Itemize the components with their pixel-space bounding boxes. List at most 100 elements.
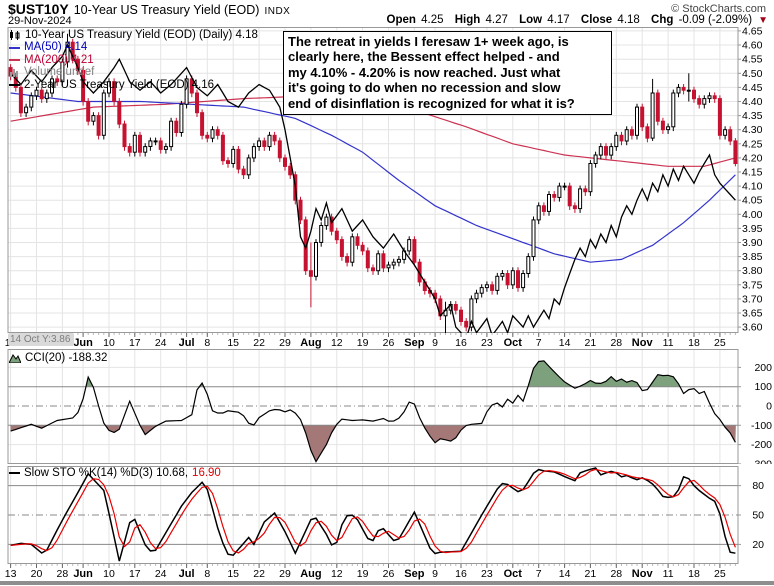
svg-text:80: 80: [752, 480, 764, 492]
svg-text:7: 7: [536, 568, 542, 580]
svg-text:23: 23: [481, 337, 493, 349]
legend-main-label: 10-Year US Treasury Yield (EOD) (Daily) …: [25, 29, 258, 41]
close-value: 4.18: [617, 14, 640, 26]
high-value: 4.27: [485, 14, 508, 26]
svg-text:4.05: 4.05: [742, 195, 763, 207]
svg-text:Oct: Oct: [504, 568, 523, 580]
svg-text:Aug: Aug: [300, 568, 321, 580]
svg-text:50: 50: [752, 510, 764, 522]
svg-text:18: 18: [688, 568, 700, 580]
svg-text:Jun: Jun: [73, 568, 93, 580]
svg-text:Nov: Nov: [632, 568, 654, 580]
svg-text:4.65: 4.65: [742, 27, 763, 37]
cci-chart[interactable]: 200 100 0 -100 -200 -300: [0, 349, 774, 464]
open-value: 4.25: [421, 14, 444, 26]
svg-text:Oct: Oct: [504, 337, 523, 349]
svg-text:24: 24: [155, 337, 167, 349]
cci-icon: [9, 353, 21, 363]
svg-text:7: 7: [536, 337, 542, 349]
page-title: 10-Year US Treasury Yield (EOD): [73, 3, 260, 17]
svg-text:17: 17: [129, 568, 141, 580]
svg-text:-100: -100: [751, 420, 772, 432]
sto-legend-d-value: 16.90: [192, 467, 221, 479]
high-label: High: [454, 14, 481, 26]
svg-text:9: 9: [432, 568, 438, 580]
legend-2yr-row: 2-Year US Treasury Yield (EOD) 4.16: [9, 79, 258, 91]
svg-text:4.00: 4.00: [742, 209, 763, 221]
sto-chart[interactable]: 80 50 20: [0, 466, 774, 564]
svg-text:8: 8: [204, 568, 210, 580]
ma50-line-icon: [9, 46, 20, 49]
svg-text:21: 21: [585, 568, 597, 580]
svg-text:12: 12: [331, 568, 343, 580]
svg-text:4.60: 4.60: [742, 40, 763, 52]
svg-text:18: 18: [688, 337, 700, 349]
svg-text:21: 21: [585, 337, 597, 349]
svg-text:4.35: 4.35: [742, 110, 763, 122]
annotation-box[interactable]: The retreat in yields I feresaw 1+ week …: [283, 31, 612, 116]
svg-text:Nov: Nov: [632, 337, 654, 349]
svg-text:23: 23: [481, 568, 493, 580]
svg-text:25: 25: [714, 337, 726, 349]
cci-legend: CCI(20) -188.32: [9, 352, 107, 364]
svg-text:3.75: 3.75: [742, 279, 763, 291]
svg-text:0: 0: [766, 401, 772, 413]
svg-text:4.50: 4.50: [742, 68, 763, 80]
open-label: Open: [386, 14, 416, 26]
svg-text:4.20: 4.20: [742, 152, 763, 164]
svg-text:4.10: 4.10: [742, 181, 763, 193]
svg-text:8: 8: [204, 337, 210, 349]
low-label: Low: [519, 14, 543, 26]
svg-text:100: 100: [754, 381, 772, 393]
svg-text:-300: -300: [751, 458, 772, 464]
svg-text:22: 22: [253, 568, 265, 580]
svg-text:3.90: 3.90: [742, 237, 763, 249]
svg-text:-200: -200: [751, 439, 772, 451]
svg-text:29: 29: [279, 568, 291, 580]
legend-ma200-row: MA(200) 4.21: [9, 54, 258, 66]
svg-text:26: 26: [383, 568, 395, 580]
svg-text:28: 28: [610, 337, 622, 349]
legend-ma200-label: MA(200) 4.21: [24, 53, 94, 66]
svg-text:14: 14: [559, 337, 571, 349]
cci-legend-label: CCI(20) -188.32: [25, 352, 108, 364]
svg-text:20: 20: [752, 539, 764, 551]
low-value: 4.17: [547, 14, 570, 26]
svg-text:15: 15: [227, 337, 239, 349]
svg-text:29: 29: [279, 337, 291, 349]
legend-2yr-label: 2-Year US Treasury Yield (EOD) 4.16: [24, 78, 215, 91]
chart-header: $UST10Y 10-Year US Treasury Yield (EOD) IN…: [8, 1, 290, 17]
svg-text:15: 15: [227, 568, 239, 580]
annotation-line: it's going to do when no recession and s…: [288, 80, 561, 96]
svg-text:4.45: 4.45: [742, 82, 763, 94]
svg-text:11: 11: [663, 568, 674, 580]
date-axis-bottom: 13 20 28 Jun 10 17 24 Jul 8 15 22 29 Aug 12 19 26 Sep 9 16…: [5, 564, 736, 580]
svg-text:Jun: Jun: [73, 337, 93, 349]
legend-ma50-label: MA(50) 4.14: [24, 41, 88, 54]
price-legend: 10-Year US Treasury Yield (EOD) (Daily) …: [9, 29, 258, 91]
legend-volume-row: Volume undef: [9, 66, 258, 78]
svg-text:16: 16: [455, 568, 467, 580]
svg-text:4.25: 4.25: [742, 138, 763, 150]
symbol-label: $UST10Y: [8, 1, 69, 17]
svg-text:19: 19: [357, 337, 369, 349]
svg-text:17: 17: [129, 337, 141, 349]
crosshair-readout: 14 Oct Y:3.86: [8, 333, 75, 346]
annotation-line: my 4.10% - 4.20% is now reached. Just wh…: [288, 64, 561, 80]
svg-text:3.60: 3.60: [742, 322, 763, 333]
svg-text:3.85: 3.85: [742, 251, 763, 263]
legend-main-row: 10-Year US Treasury Yield (EOD) (Daily) …: [9, 29, 258, 41]
svg-text:4.15: 4.15: [742, 167, 763, 179]
svg-text:13: 13: [5, 568, 17, 580]
svg-text:4.30: 4.30: [742, 124, 763, 136]
annotation-line: end of disinflation is recognized for wh…: [288, 95, 575, 111]
svg-text:10: 10: [103, 337, 115, 349]
svg-text:24: 24: [155, 568, 167, 580]
chart-date: 29-Nov-2024: [8, 15, 72, 27]
close-label: Close: [580, 14, 613, 26]
legend-volume-label: Volume undef: [24, 66, 95, 79]
svg-text:28: 28: [610, 568, 622, 580]
svg-text:9: 9: [432, 337, 438, 349]
chg-label: Chg: [651, 14, 674, 26]
